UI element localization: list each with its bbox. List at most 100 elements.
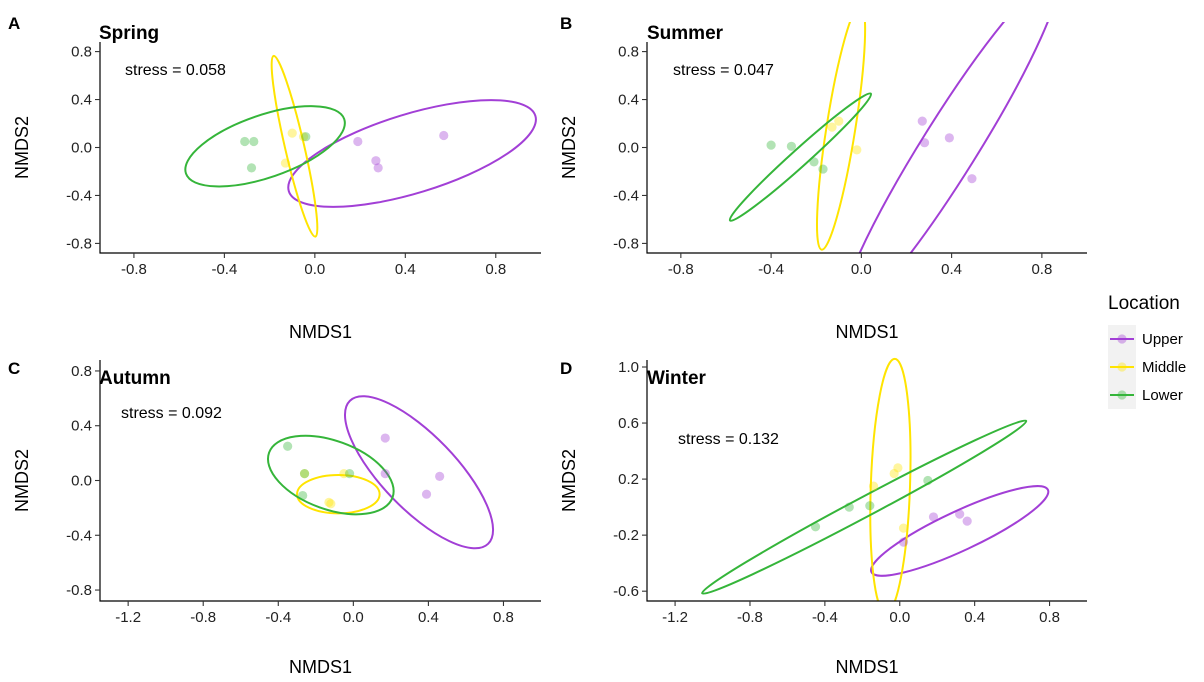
x-tick-label: -0.4 [812, 609, 838, 626]
panel-d-winter: D Winter stress = 0.132 -1.2 -0.8 -0.4 0.0 0.4 0… [559, 357, 1087, 677]
y-tick-label: 0.0 [618, 140, 639, 157]
point-upper [917, 116, 927, 126]
point-upper [962, 516, 972, 526]
y-tick-label: -0.4 [613, 187, 639, 204]
point-upper [380, 433, 390, 443]
y-tick-label: -0.8 [613, 235, 639, 252]
point-lower [818, 164, 828, 174]
y-tick-label: -0.8 [66, 235, 92, 252]
legend-title: Location [1108, 293, 1180, 314]
panel-letter: A [8, 14, 20, 33]
ellipse-lower [267, 434, 395, 516]
y-tick-label: 0.8 [71, 363, 92, 380]
point-upper [919, 138, 930, 148]
y-axis-title: NMDS2 [559, 116, 579, 179]
x-tick-label: 0.4 [941, 261, 962, 278]
legend-key-point [1117, 334, 1127, 344]
point-lower [809, 157, 819, 167]
panel-letter: C [8, 359, 20, 378]
point-middle [898, 523, 909, 533]
x-axis-title: NMDS1 [289, 657, 352, 677]
plot-area [701, 357, 1050, 601]
x-tick-label: 0.8 [493, 609, 514, 626]
plot-area [184, 54, 537, 238]
y-tick-label: 0.8 [71, 44, 92, 61]
panel-c-autumn: C Autumn stress = 0.092 -1.2 -0.8 -0.4 0.0 0.4 0… [8, 359, 541, 677]
panel-letter: B [560, 14, 572, 33]
point-upper [421, 489, 432, 499]
ellipse-lower [701, 419, 1028, 595]
point-lower [246, 163, 257, 173]
point-lower [923, 475, 933, 486]
x-tick-label: 0.0 [343, 609, 364, 626]
y-tick-label: 0.4 [71, 92, 92, 109]
x-tick-label: -0.8 [668, 261, 694, 278]
legend-key-point [1117, 362, 1127, 372]
panel-title: Spring [99, 23, 159, 44]
x-tick-label: 0.0 [889, 609, 910, 626]
x-tick-label: -0.4 [265, 609, 291, 626]
y-tick-label: -0.4 [66, 527, 92, 544]
point-upper [373, 163, 383, 173]
point-upper [439, 130, 449, 141]
point-lower [766, 140, 776, 150]
legend-label-upper: Upper [1142, 331, 1183, 348]
ellipse-middle [270, 54, 319, 238]
point-middle [299, 469, 310, 479]
x-tick-label: 0.8 [1039, 609, 1060, 626]
x-tick-label: -0.4 [211, 261, 237, 278]
point-lower [283, 441, 293, 451]
legend-label-lower: Lower [1142, 387, 1183, 404]
point-lower [240, 136, 250, 147]
y-tick-label: 0.0 [71, 140, 92, 157]
stress-annotation: stress = 0.092 [121, 405, 222, 422]
point-upper [967, 174, 977, 184]
stress-annotation: stress = 0.132 [678, 431, 779, 448]
point-lower [298, 490, 308, 501]
point-middle [889, 468, 899, 479]
plot-area [267, 395, 495, 550]
y-tick-label: 0.8 [618, 44, 639, 61]
x-tick-label: 0.4 [964, 609, 985, 626]
y-tick-label: -0.4 [66, 187, 92, 204]
ellipse-middle [815, 22, 867, 251]
panel-title: Summer [647, 23, 724, 44]
y-axis-title: NMDS2 [12, 116, 32, 179]
point-upper [944, 133, 954, 143]
point-upper [435, 471, 445, 481]
point-lower [299, 469, 310, 479]
ellipse-middle [869, 357, 912, 601]
point-lower [249, 136, 259, 147]
x-tick-label: 0.4 [395, 261, 416, 278]
point-lower [301, 132, 311, 142]
stress-annotation: stress = 0.047 [673, 62, 774, 79]
point-lower [344, 469, 355, 479]
panel-a-spring: A Spring stress = 0.058 -0.8 -0.4 0.0 0.4 0.8 -0… [8, 14, 541, 342]
point-middle [298, 132, 309, 142]
x-tick-label: -0.8 [190, 609, 216, 626]
panel-title: Autumn [99, 368, 171, 389]
x-tick-label: 0.8 [1031, 261, 1052, 278]
x-tick-label: 0.8 [485, 261, 506, 278]
point-middle [339, 469, 349, 479]
point-lower [865, 501, 875, 511]
point-middle [893, 463, 903, 473]
y-tick-label: 0.4 [71, 418, 92, 435]
panel-letter: D [560, 359, 572, 378]
point-middle [280, 158, 291, 168]
y-tick-label: 1.0 [618, 359, 639, 376]
point-upper [371, 156, 381, 166]
legend: Location Upper Middle Lower [1108, 293, 1186, 409]
x-axis-title: NMDS1 [835, 322, 898, 342]
point-upper [955, 509, 965, 519]
point-lower [810, 522, 821, 532]
panel-b-summer: B Summer stress = 0.047 -0.8 -0.4 0.0 0.4 0.8 -0… [559, 14, 1087, 342]
x-tick-label: -0.4 [758, 261, 784, 278]
point-middle [868, 481, 879, 491]
plot-area [728, 22, 1060, 253]
ellipse-upper [287, 99, 537, 208]
y-tick-label: 0.2 [618, 471, 639, 488]
y-tick-label: 0.0 [71, 473, 92, 490]
point-lower [786, 141, 797, 151]
